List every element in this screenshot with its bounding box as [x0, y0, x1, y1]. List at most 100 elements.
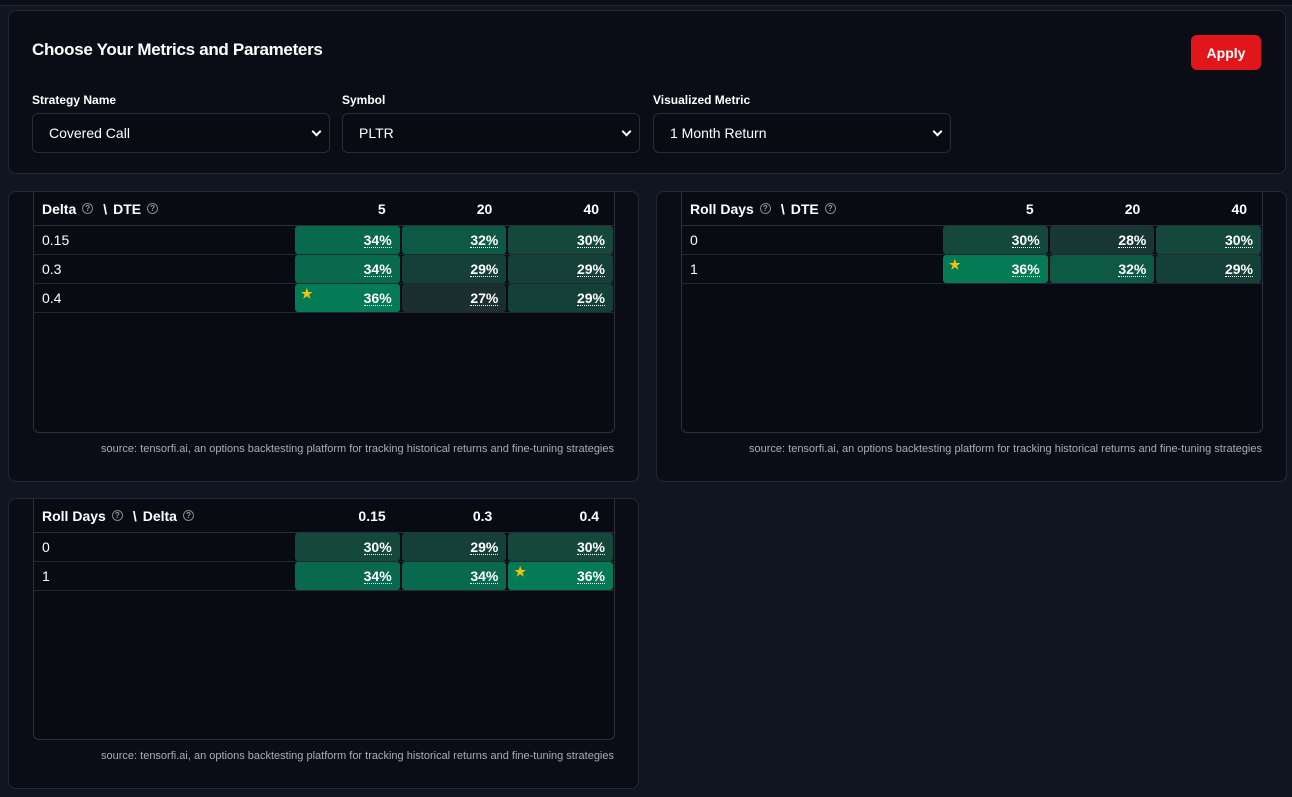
heatmap-cell[interactable]: ★ 36%: [295, 284, 400, 312]
source-note: source: tensorfi.ai, an options backtest…: [101, 443, 614, 455]
metric-select[interactable]: 1 Month Return: [653, 113, 951, 153]
metric-value: 1 Month Return: [670, 125, 767, 141]
heatmap-card: Roll Days? \ DTE? 5 20 40 0 30% 28% 30% 1 ★ 36% 32% 29…: [656, 191, 1287, 482]
strategy-label: Strategy Name: [32, 93, 117, 107]
axis-label: Roll Days? \ Delta?: [34, 499, 294, 532]
col-param: DTE: [790, 200, 819, 217]
heatmap-cell[interactable]: 29%: [401, 533, 507, 561]
col-param: Delta: [142, 507, 177, 524]
apply-button[interactable]: Apply: [1191, 35, 1261, 70]
heatmap-cell[interactable]: 34%: [295, 255, 400, 283]
star-icon: ★: [301, 286, 313, 301]
cell-value: 36%: [1011, 260, 1040, 277]
source-note: source: tensorfi.ai, an options backtest…: [749, 443, 1262, 455]
heatmap-table: Roll Days? \ Delta? 0.15 0.3 0.4 0 30% 29% 30% 1 34…: [33, 499, 615, 740]
heatmap-cell[interactable]: 30%: [508, 533, 614, 561]
heatmap-cell[interactable]: ★ 36%: [943, 255, 1048, 283]
help-icon[interactable]: ?: [111, 510, 123, 521]
header-row: Delta? \ DTE? 5 20 40: [34, 192, 614, 226]
help-icon[interactable]: ?: [182, 510, 194, 521]
cell-value: 34%: [470, 567, 499, 584]
source-note: source: tensorfi.ai, an options backtest…: [101, 750, 614, 762]
top-bar: [0, 0, 1292, 6]
column-header: 0.3: [472, 507, 493, 524]
heatmap-cell[interactable]: 29%: [508, 255, 614, 283]
heatmap-cell[interactable]: 30%: [508, 226, 614, 254]
star-icon: ★: [949, 257, 961, 272]
cell-value: 29%: [576, 289, 606, 306]
table-row: 0.3 34% 29% 29%: [34, 255, 614, 284]
heatmap-card: Delta? \ DTE? 5 20 40 0.15 34% 32% 30% 0.3 34% 29% 29…: [8, 191, 639, 482]
heatmap-table: Delta? \ DTE? 5 20 40 0.15 34% 32% 30% 0.3 34% 29% 29…: [33, 192, 615, 433]
row-param: Delta: [42, 200, 77, 217]
column-header: 5: [377, 200, 386, 217]
row-label: 0.3: [42, 261, 62, 277]
help-icon[interactable]: ?: [82, 203, 94, 214]
cell-value: 29%: [576, 260, 606, 277]
cell-value: 27%: [470, 289, 499, 306]
cell-value: 29%: [1224, 260, 1254, 277]
heatmap-cell[interactable]: 30%: [1156, 226, 1262, 254]
heatmap-cell[interactable]: 32%: [1049, 255, 1155, 283]
help-icon[interactable]: ?: [824, 203, 836, 214]
table-row: 0 30% 28% 30%: [682, 226, 1262, 255]
row-param: Roll Days: [690, 200, 754, 217]
row-label: 0.4: [42, 290, 62, 306]
heatmap-cell[interactable]: 27%: [401, 284, 507, 312]
separator: \: [132, 507, 137, 524]
separator: \: [780, 200, 785, 217]
header-row: Roll Days? \ DTE? 5 20 40: [682, 192, 1262, 226]
strategy-select[interactable]: Covered Call: [32, 113, 330, 153]
table-row: 1 ★ 36% 32% 29%: [682, 255, 1262, 284]
strategy-value: Covered Call: [49, 125, 130, 141]
cell-value: 36%: [363, 289, 392, 306]
row-param: Roll Days: [42, 507, 106, 524]
table-row: 0 30% 29% 30%: [34, 533, 614, 562]
symbol-label: Symbol: [342, 93, 386, 107]
heatmap-cell[interactable]: 29%: [401, 255, 507, 283]
cell-value: 34%: [363, 260, 392, 277]
chevron-down-icon: [311, 126, 322, 136]
cell-value: 29%: [470, 538, 499, 555]
axis-label: Delta? \ DTE?: [34, 192, 294, 225]
heatmap-card: Roll Days? \ Delta? 0.15 0.3 0.4 0 30% 29% 30% 1 34…: [8, 498, 639, 789]
row-label: 1: [690, 261, 698, 277]
strategy-field: Strategy Name Covered Call: [32, 93, 330, 153]
cell-value: 32%: [470, 231, 499, 248]
help-icon[interactable]: ?: [759, 203, 771, 214]
heatmap-cell[interactable]: 32%: [401, 226, 507, 254]
heatmap-cell[interactable]: 29%: [1156, 255, 1262, 283]
metric-label: Visualized Metric: [653, 93, 751, 107]
header-row: Roll Days? \ Delta? 0.15 0.3 0.4: [34, 499, 614, 533]
column-header: 20: [1124, 200, 1141, 217]
panel-title: Choose Your Metrics and Parameters: [32, 40, 323, 59]
heatmap-cell[interactable]: 34%: [401, 562, 507, 590]
symbol-value: PLTR: [359, 125, 394, 141]
heatmap-cell[interactable]: 30%: [943, 226, 1048, 254]
heatmap-cell[interactable]: 30%: [295, 533, 400, 561]
column-header: 0.15: [358, 507, 386, 524]
table-row: 0.15 34% 32% 30%: [34, 226, 614, 255]
heatmap-cell[interactable]: 28%: [1049, 226, 1155, 254]
col-param: DTE: [113, 200, 142, 217]
heatmap-cell[interactable]: 29%: [508, 284, 614, 312]
chevron-down-icon: [932, 126, 943, 136]
column-header: 40: [1231, 200, 1248, 217]
help-icon[interactable]: ?: [147, 203, 159, 214]
cell-value: 30%: [576, 231, 606, 248]
cell-value: 34%: [363, 567, 392, 584]
row-label: 1: [42, 568, 50, 584]
heatmap-cell[interactable]: 34%: [295, 562, 400, 590]
heatmap-cell[interactable]: 34%: [295, 226, 400, 254]
separator: \: [103, 200, 108, 217]
table-row: 1 34% 34% ★ 36%: [34, 562, 614, 591]
symbol-select[interactable]: PLTR: [342, 113, 640, 153]
metric-field: Visualized Metric 1 Month Return: [653, 93, 951, 153]
cell-value: 28%: [1118, 231, 1147, 248]
cell-value: 32%: [1118, 260, 1147, 277]
cell-value: 30%: [1224, 231, 1254, 248]
table-row: 0.4 ★ 36% 27% 29%: [34, 284, 614, 313]
cell-value: 30%: [576, 538, 606, 555]
heatmap-cell[interactable]: ★ 36%: [508, 562, 614, 590]
column-header: 5: [1025, 200, 1034, 217]
